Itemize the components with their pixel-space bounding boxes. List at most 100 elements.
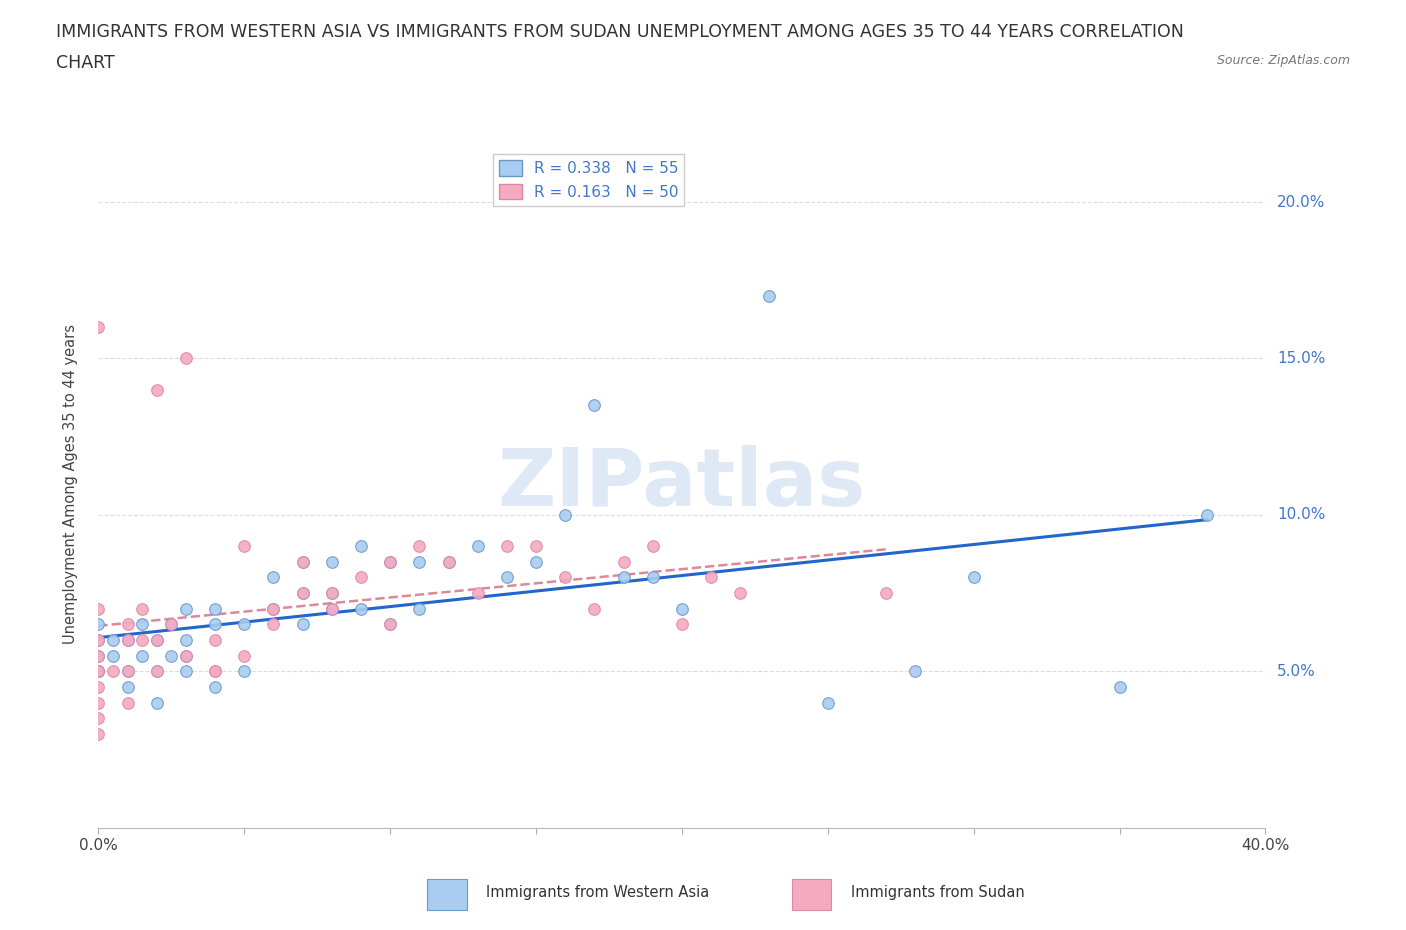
Point bbox=[146, 632, 169, 647]
Point bbox=[378, 554, 402, 569]
Point bbox=[131, 602, 153, 617]
Point bbox=[87, 617, 110, 631]
Point bbox=[101, 648, 124, 663]
Point bbox=[87, 664, 110, 679]
Text: 15.0%: 15.0% bbox=[1277, 351, 1326, 366]
Point bbox=[554, 508, 576, 523]
Point bbox=[437, 554, 460, 569]
Legend: R = 0.338   N = 55, R = 0.163   N = 50: R = 0.338 N = 55, R = 0.163 N = 50 bbox=[492, 154, 685, 206]
Point bbox=[262, 570, 284, 585]
Point bbox=[321, 602, 343, 617]
Point bbox=[1195, 508, 1218, 523]
Point bbox=[87, 726, 110, 741]
Point bbox=[641, 570, 664, 585]
Point bbox=[87, 664, 110, 679]
Point bbox=[524, 554, 547, 569]
Point bbox=[87, 664, 110, 679]
Point bbox=[437, 554, 460, 569]
Point bbox=[87, 632, 110, 647]
Point bbox=[671, 602, 693, 617]
Text: IMMIGRANTS FROM WESTERN ASIA VS IMMIGRANTS FROM SUDAN UNEMPLOYMENT AMONG AGES 35: IMMIGRANTS FROM WESTERN ASIA VS IMMIGRAN… bbox=[56, 23, 1184, 41]
Text: CHART: CHART bbox=[56, 54, 115, 72]
Text: 20.0%: 20.0% bbox=[1277, 194, 1326, 209]
Point bbox=[204, 632, 226, 647]
Point bbox=[117, 664, 139, 679]
Point bbox=[524, 538, 547, 553]
Point bbox=[495, 570, 517, 585]
Point bbox=[262, 602, 284, 617]
Point bbox=[408, 538, 430, 553]
Point bbox=[262, 617, 284, 631]
Point bbox=[875, 586, 897, 601]
Point bbox=[233, 617, 256, 631]
Point bbox=[291, 554, 314, 569]
Point bbox=[758, 288, 780, 303]
Point bbox=[87, 664, 110, 679]
Point bbox=[583, 398, 606, 413]
Point bbox=[174, 648, 197, 663]
Point bbox=[204, 664, 226, 679]
Point bbox=[554, 570, 576, 585]
Point bbox=[117, 632, 139, 647]
Point bbox=[87, 648, 110, 663]
Point bbox=[101, 632, 124, 647]
Text: 5.0%: 5.0% bbox=[1277, 664, 1316, 679]
Point bbox=[204, 602, 226, 617]
Point bbox=[146, 695, 169, 710]
Point bbox=[408, 554, 430, 569]
Point bbox=[87, 602, 110, 617]
Point bbox=[262, 602, 284, 617]
Point bbox=[904, 664, 927, 679]
Text: ZIPatlas: ZIPatlas bbox=[498, 445, 866, 523]
Point bbox=[204, 617, 226, 631]
Point bbox=[378, 617, 402, 631]
Text: Source: ZipAtlas.com: Source: ZipAtlas.com bbox=[1216, 54, 1350, 67]
Point bbox=[350, 570, 373, 585]
Point bbox=[131, 632, 153, 647]
Point bbox=[101, 664, 124, 679]
Point bbox=[350, 602, 373, 617]
FancyBboxPatch shape bbox=[792, 879, 831, 910]
Point bbox=[641, 538, 664, 553]
Point bbox=[87, 632, 110, 647]
Point bbox=[612, 554, 634, 569]
Point bbox=[87, 648, 110, 663]
Point bbox=[146, 382, 169, 397]
Point bbox=[117, 695, 139, 710]
FancyBboxPatch shape bbox=[427, 879, 467, 910]
Text: Immigrants from Western Asia: Immigrants from Western Asia bbox=[486, 885, 710, 900]
Point bbox=[321, 586, 343, 601]
Point bbox=[1108, 680, 1130, 695]
Point bbox=[291, 554, 314, 569]
Point bbox=[87, 695, 110, 710]
Point bbox=[233, 538, 256, 553]
Point bbox=[467, 586, 489, 601]
Point bbox=[378, 554, 402, 569]
Point bbox=[131, 617, 153, 631]
Point bbox=[117, 680, 139, 695]
Point bbox=[117, 664, 139, 679]
Point bbox=[233, 664, 256, 679]
Point bbox=[131, 648, 153, 663]
Point bbox=[174, 648, 197, 663]
Point bbox=[350, 538, 373, 553]
Point bbox=[467, 538, 489, 553]
Point bbox=[146, 632, 169, 647]
Point bbox=[117, 617, 139, 631]
Point bbox=[174, 664, 197, 679]
Point bbox=[174, 351, 197, 365]
Point bbox=[233, 648, 256, 663]
Point bbox=[728, 586, 751, 601]
Point bbox=[495, 538, 517, 553]
Point bbox=[146, 664, 169, 679]
Point bbox=[291, 617, 314, 631]
Point bbox=[160, 617, 183, 631]
Point bbox=[160, 617, 183, 631]
Point bbox=[321, 586, 343, 601]
Point bbox=[378, 617, 402, 631]
Point bbox=[87, 320, 110, 335]
Point bbox=[160, 648, 183, 663]
Point bbox=[321, 602, 343, 617]
Point bbox=[87, 680, 110, 695]
Point bbox=[291, 586, 314, 601]
